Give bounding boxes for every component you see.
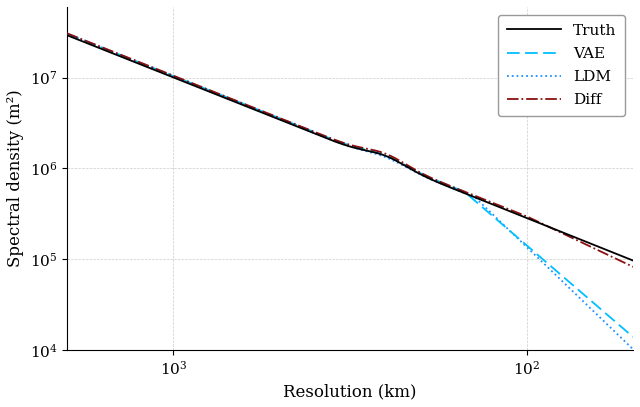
Truth (63, 33, 71, 38)
Diff (629, 265, 637, 269)
LDM (629, 347, 637, 352)
Line: VAE: VAE (67, 34, 633, 337)
LDM (209, 90, 216, 95)
Truth (209, 90, 216, 95)
VAE (63, 31, 71, 36)
LDM (319, 134, 327, 139)
LDM (63, 32, 71, 37)
Diff (397, 159, 404, 164)
VAE (397, 160, 404, 165)
VAE (163, 71, 171, 76)
Diff (490, 201, 497, 206)
Diff (209, 89, 216, 94)
VAE (629, 335, 637, 339)
Truth (490, 202, 497, 207)
Line: LDM: LDM (67, 35, 633, 349)
Line: Truth: Truth (67, 35, 633, 260)
Truth (319, 135, 327, 140)
VAE (209, 89, 216, 94)
Diff (319, 133, 327, 138)
Y-axis label: Spectral density (m²): Spectral density (m²) (7, 90, 24, 267)
X-axis label: Resolution (km): Resolution (km) (284, 383, 417, 400)
Line: Diff: Diff (67, 33, 633, 267)
Legend: Truth, VAE, LDM, Diff: Truth, VAE, LDM, Diff (498, 15, 625, 116)
VAE (319, 133, 327, 138)
Diff (441, 182, 449, 186)
VAE (490, 214, 497, 219)
Diff (63, 31, 71, 36)
Diff (163, 71, 171, 76)
Truth (441, 183, 449, 188)
LDM (441, 183, 449, 188)
Truth (629, 258, 637, 263)
LDM (490, 212, 497, 217)
VAE (441, 182, 449, 186)
LDM (397, 162, 404, 166)
Truth (397, 161, 404, 166)
Truth (163, 72, 171, 77)
LDM (163, 72, 171, 77)
